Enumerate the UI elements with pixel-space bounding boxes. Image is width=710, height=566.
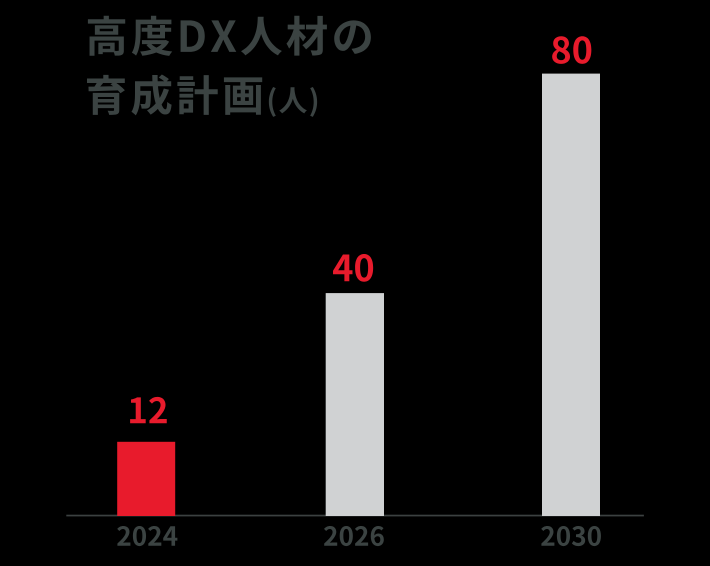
glyph-)	[310, 87, 318, 117]
glyph-4	[163, 526, 178, 546]
glyph-2	[354, 525, 369, 546]
glyph-0	[587, 525, 601, 547]
glyph-画	[223, 77, 263, 115]
category-label-2024	[117, 525, 178, 547]
glyph-度	[131, 15, 173, 56]
glyph-材	[286, 15, 327, 56]
bar-2024	[117, 441, 176, 516]
glyph-4	[333, 254, 353, 282]
glyph-育	[86, 74, 125, 115]
glyph-計	[177, 75, 218, 115]
glyph-成	[131, 74, 172, 116]
chart-title-line-2	[86, 74, 263, 116]
glyph-人	[241, 16, 282, 56]
bar-2026	[325, 293, 384, 516]
glyph-0	[339, 525, 353, 547]
glyph-0	[355, 254, 374, 282]
glyph-0	[573, 36, 592, 64]
glyph-3	[571, 525, 586, 547]
value-label-2024	[130, 396, 167, 424]
bar-2030	[542, 73, 600, 516]
category-label-2026	[324, 525, 384, 547]
bars-group	[117, 73, 600, 516]
value-label-2030	[552, 36, 592, 64]
glyph-6	[370, 525, 384, 547]
glyph-1	[130, 397, 146, 424]
glyph-の	[334, 20, 371, 54]
glyph-(	[268, 87, 276, 117]
glyph-人	[279, 87, 307, 114]
glyph-2	[541, 525, 555, 546]
glyph-2	[117, 525, 131, 546]
glyph-0	[556, 525, 571, 547]
glyph-2	[148, 525, 162, 546]
value-label-2026	[333, 254, 374, 282]
glyph-2	[324, 525, 338, 546]
glyph-高	[87, 15, 126, 56]
glyph-2	[149, 396, 167, 424]
glyph-0	[132, 525, 147, 547]
chart-title-unit	[268, 87, 318, 117]
glyph-X	[210, 20, 237, 52]
glyph-D	[180, 20, 205, 52]
glyph-8	[552, 36, 571, 64]
chart-title-line-1	[87, 15, 371, 56]
category-label-2030	[541, 525, 601, 547]
